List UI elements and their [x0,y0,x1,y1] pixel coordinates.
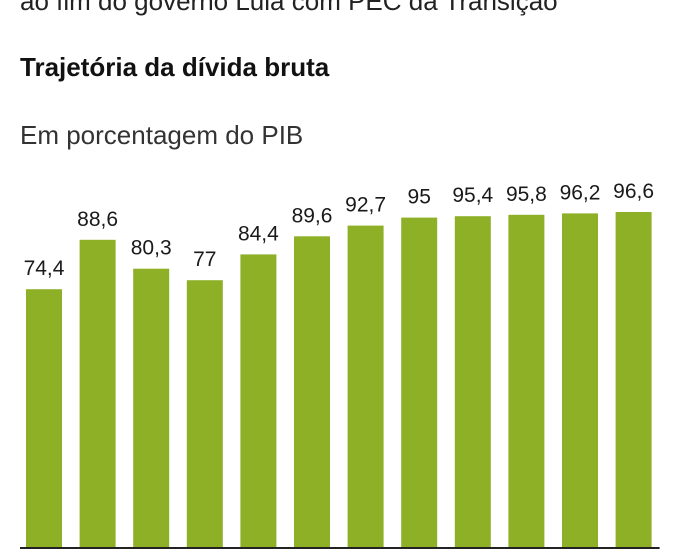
bar-value-label-4: 77 [193,248,216,271]
bar-value-label-11: 96,2 [560,181,601,204]
headline-fragment: ao fim do governo Lula com PEC da Transi… [20,0,558,16]
bar-3 [133,268,170,548]
bar-value-label-3: 80,3 [131,237,172,260]
bar-8 [401,217,438,548]
bar-9 [454,216,491,548]
bar-value-label-7: 92,7 [345,194,386,217]
bar-1 [26,289,62,548]
bar-value-label-9: 95,4 [452,184,493,207]
bar-value-label-5: 84,4 [238,222,279,245]
bar-value-label-2: 88,6 [77,208,118,231]
bar-value-label-6: 89,6 [292,204,333,227]
bar-12 [615,212,652,548]
bar-11 [562,213,598,548]
chart-title: Trajetória da dívida bruta [20,52,330,82]
bar-2 [79,239,116,549]
bar-value-label-12: 96,6 [613,180,654,203]
bar-value-label-1: 74,4 [24,257,65,280]
bar-6 [294,236,330,549]
bar-4 [186,280,223,548]
bar-7 [347,225,384,548]
bar-5 [240,254,277,548]
bar-value-label-8: 95 [408,186,431,209]
bar-value-label-10: 95,8 [506,183,547,206]
chart-subtitle: Em porcentagem do PIB [20,120,304,150]
bar-10 [508,214,545,549]
value-labels-group: 74,4 88,6 80,3 77 84,4 89,6 92,7 95 95,4 95,8 96,2… [24,180,654,280]
bars-group [26,212,652,549]
